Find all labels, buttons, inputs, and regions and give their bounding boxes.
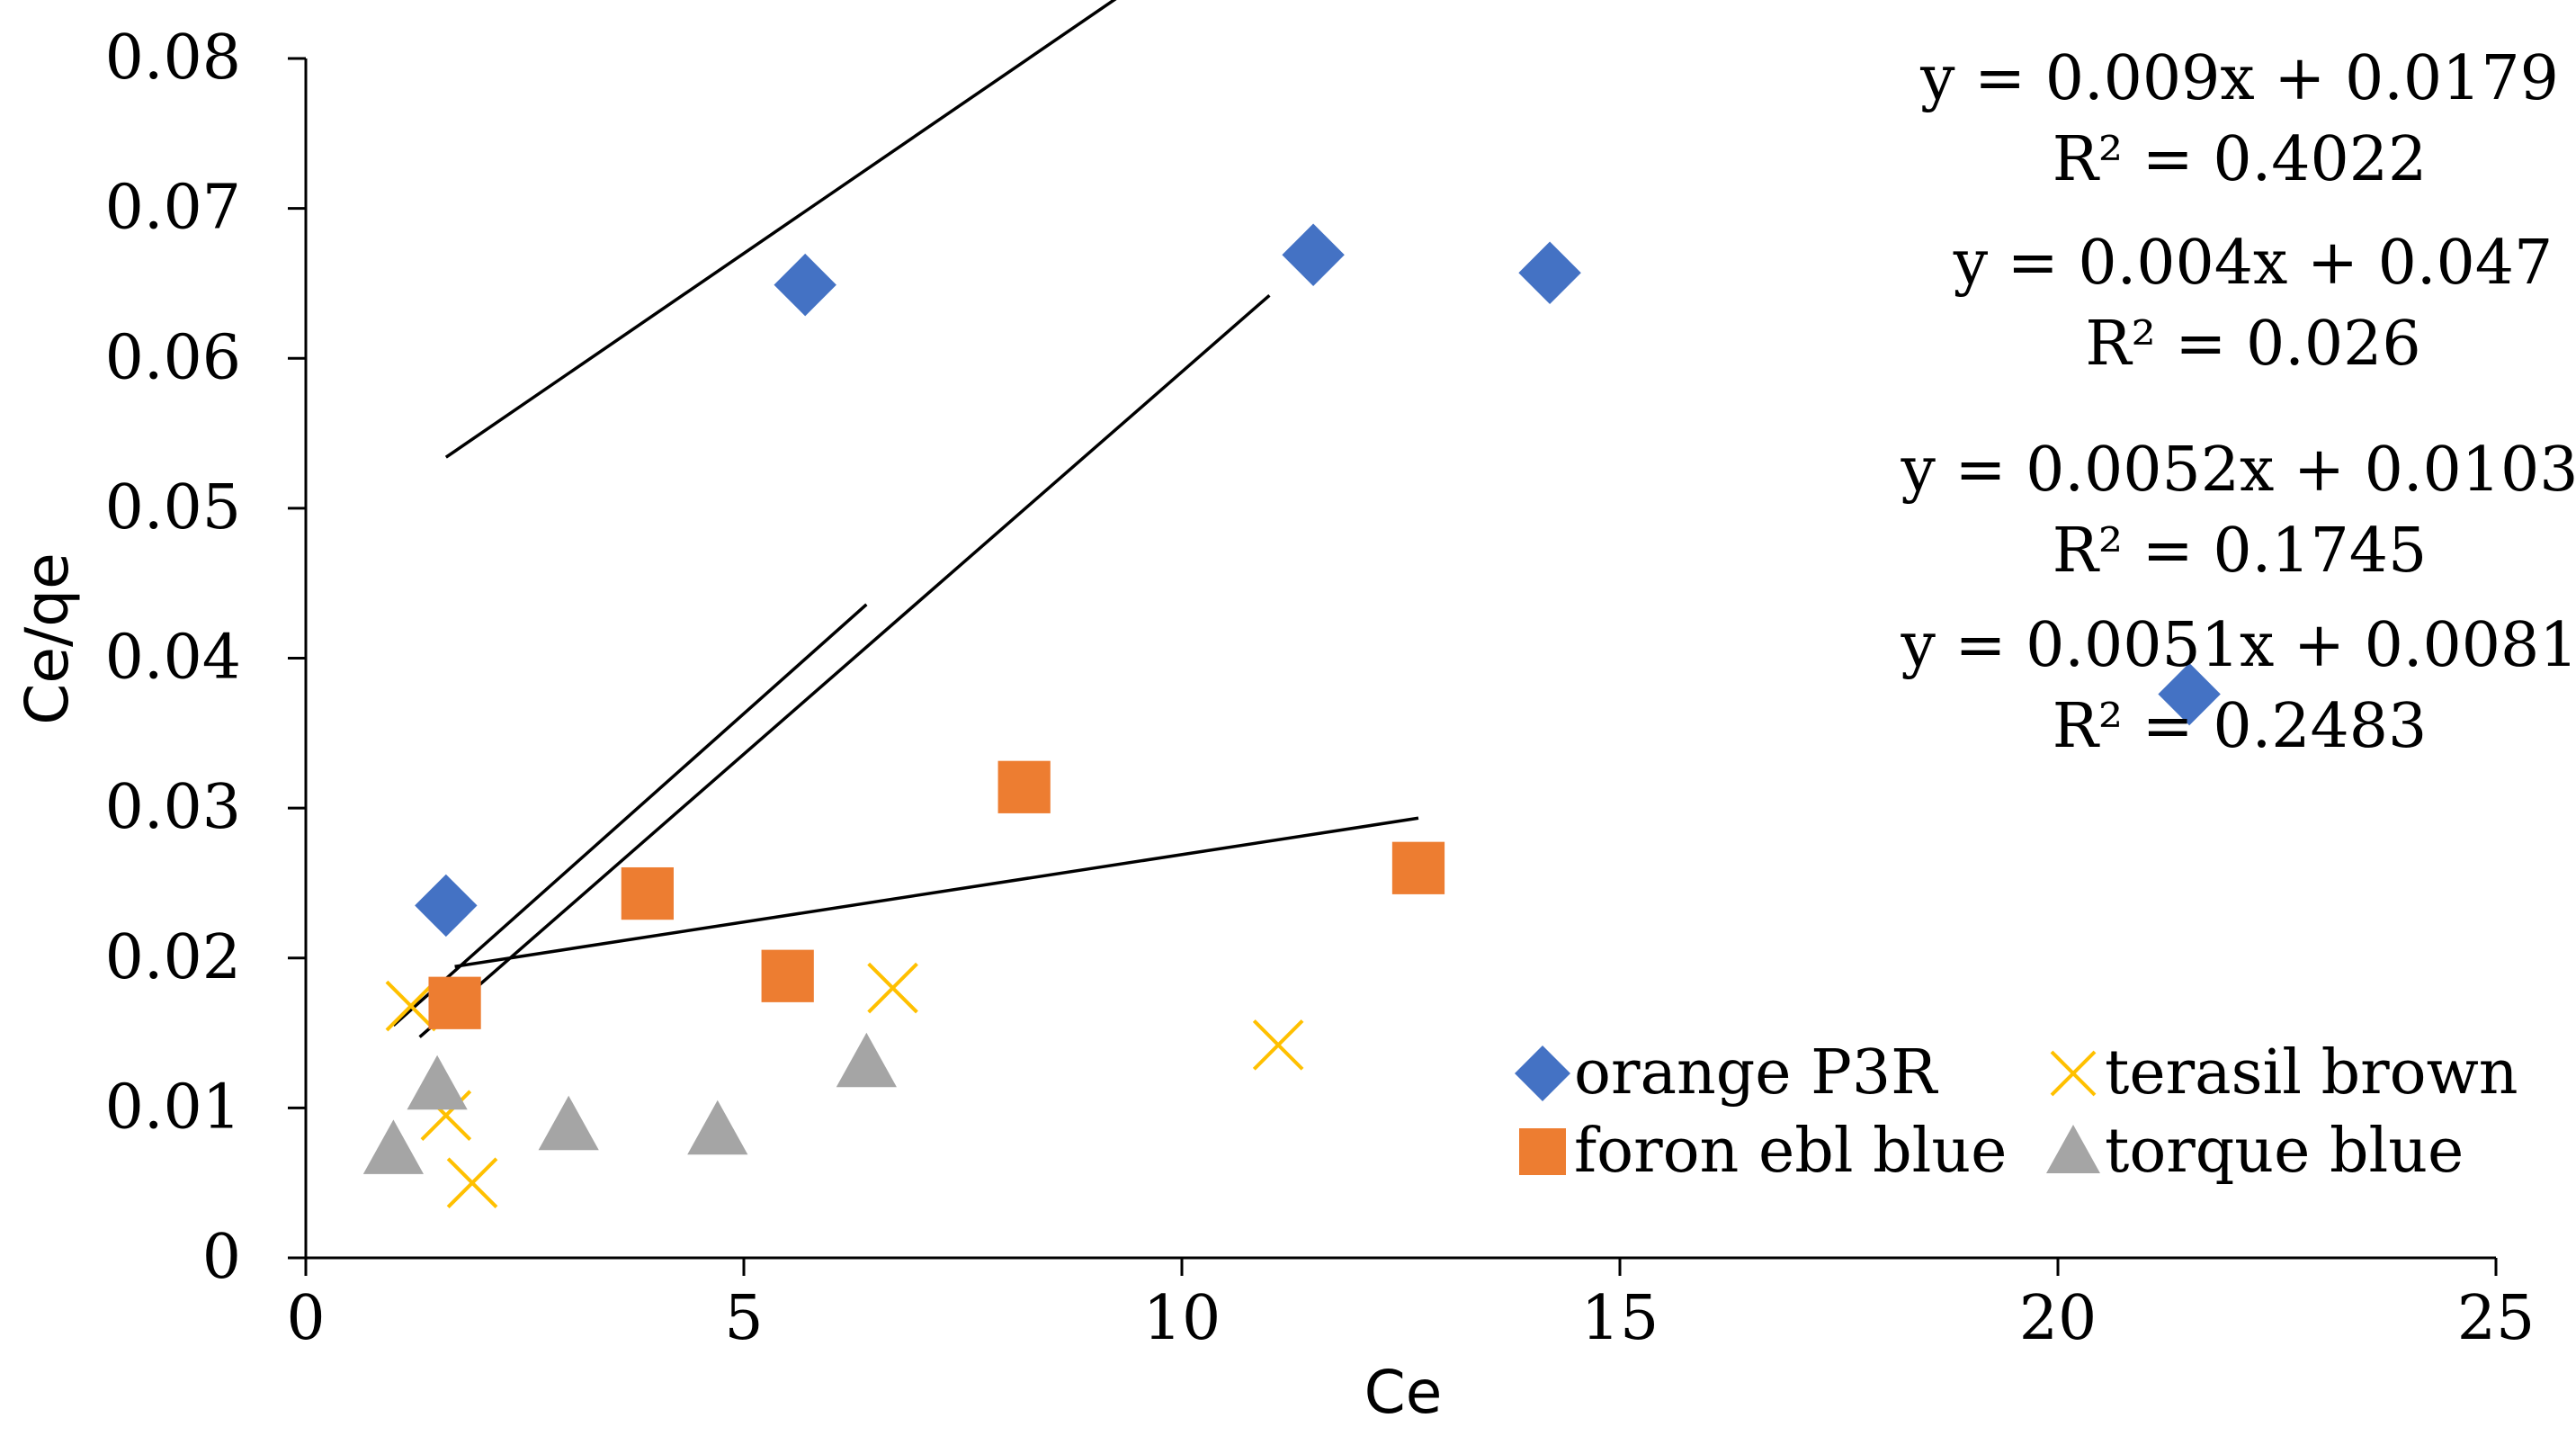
legend: orange P3R terasil brown foron ebl blue tor…: [1515, 1037, 2518, 1187]
r-squared-label: R² = 0.1745: [2053, 516, 2428, 587]
trendline-equations: y = 0.009x + 0.0179 R² = 0.4022 y = 0.004x…: [1900, 43, 2576, 762]
data-point-terasil-brown: [1252, 1019, 1304, 1071]
x-tick-label: 20: [2019, 1283, 2097, 1354]
y-tick-label: 0: [202, 1222, 241, 1293]
data-point-orange-P3R: [774, 253, 836, 317]
r-squared-label: R² = 0.2483: [2053, 691, 2428, 762]
r-squared-label: R² = 0.4022: [2053, 124, 2428, 195]
legend-item-foron-ebl-blue: foron ebl blue: [1519, 1116, 2007, 1187]
trendlines: [392, 0, 1419, 1038]
data-point-terasil-brown: [867, 962, 918, 1014]
legend-marker-diamond: [1515, 1046, 1570, 1101]
data-point-orange-P3R: [1518, 241, 1581, 304]
y-tick-label: 0.02: [105, 922, 241, 993]
x-marker-stroke: [420, 1090, 472, 1142]
legend-item-orange-P3R: orange P3R: [1515, 1037, 1938, 1108]
data-point-torque-blue: [538, 1095, 599, 1151]
legend-label: orange P3R: [1574, 1037, 1938, 1108]
trendline-torque-blue: [392, 603, 868, 1028]
legend-item-terasil-brown: terasil brown: [2050, 1037, 2518, 1108]
legend-label: foron ebl blue: [1574, 1116, 2007, 1187]
x-marker-stroke: [385, 980, 437, 1032]
y-tick-label: 0.03: [105, 772, 241, 843]
r-squared-label: R² = 0.026: [2085, 309, 2420, 380]
trendline-terasil-brown: [418, 293, 1271, 1038]
legend-marker-x: [2050, 1050, 2097, 1097]
x-marker-stroke: [1252, 1019, 1304, 1071]
trendline-orange-P3R: [444, 0, 1117, 459]
data-point-orange-P3R: [415, 874, 478, 938]
legend-label: torque blue: [2105, 1116, 2464, 1187]
trendline-equation: y = 0.0052x + 0.0103: [1900, 435, 2576, 506]
x-tick-label: 15: [1581, 1283, 1659, 1354]
y-tick-label: 0.01: [105, 1072, 241, 1143]
x-marker-stroke: [867, 962, 918, 1014]
data-point-foron-ebl-blue: [428, 976, 481, 1029]
x-marker-stroke: [446, 1157, 498, 1208]
legend-marker-triangle: [2046, 1125, 2100, 1173]
trendline-equation: y = 0.004x + 0.047: [1953, 228, 2554, 299]
data-point-torque-blue: [407, 1055, 468, 1110]
x-tick-label: 0: [286, 1283, 325, 1354]
y-tick-label: 0.07: [105, 173, 241, 244]
x-tick-label: 10: [1143, 1283, 1221, 1354]
trendline-equation: y = 0.009x + 0.0179: [1919, 43, 2559, 114]
y-tick-label: 0.08: [105, 22, 241, 94]
y-tick-label: 0.06: [105, 322, 241, 393]
data-point-orange-P3R: [2158, 662, 2221, 726]
x-tick-label: 5: [724, 1283, 763, 1354]
legend-item-torque-blue: torque blue: [2046, 1116, 2464, 1187]
x-marker-stroke: [2050, 1050, 2097, 1097]
data-point-foron-ebl-blue: [761, 949, 814, 1002]
legend-label: terasil brown: [2105, 1037, 2518, 1108]
data-point-terasil-brown: [385, 980, 437, 1032]
data-point-foron-ebl-blue: [997, 760, 1051, 813]
y-axis-title: Ce/qe: [13, 552, 82, 724]
data-point-torque-blue: [836, 1032, 897, 1088]
trendline-foron-ebl-blue: [454, 816, 1419, 968]
x-tick-label: 25: [2457, 1283, 2536, 1354]
axes: 0 0.01 0.02 0.03 0.04 0.05 0.06 0.07 0.08 0 5 10 15 2…: [105, 22, 2536, 1354]
data-point-foron-ebl-blue: [1391, 841, 1445, 894]
data-point-torque-blue: [362, 1119, 424, 1174]
trendline-equation: y = 0.0051x + 0.0081: [1900, 610, 2576, 681]
data-point-orange-P3R: [1282, 223, 1345, 286]
y-tick-label: 0.05: [105, 472, 241, 543]
legend-marker-square: [1519, 1128, 1566, 1175]
data-points: [362, 223, 2221, 1208]
data-point-torque-blue: [687, 1099, 748, 1155]
y-tick-label: 0.04: [105, 623, 241, 694]
data-point-foron-ebl-blue: [621, 866, 674, 920]
data-point-terasil-brown: [446, 1157, 498, 1208]
x-axis-title: Ce: [1364, 1358, 1443, 1427]
